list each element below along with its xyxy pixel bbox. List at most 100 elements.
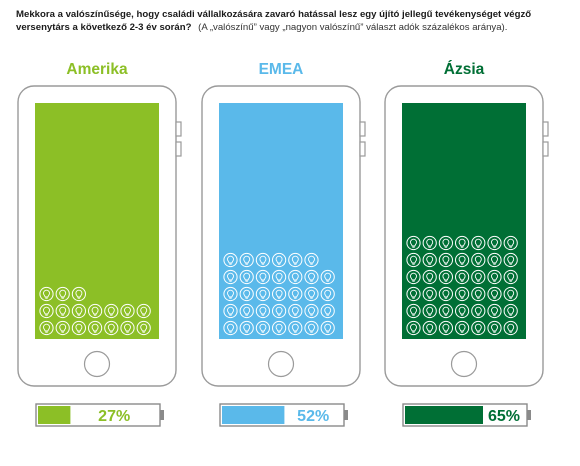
lightbulb-icon <box>88 320 103 336</box>
lightbulb-icon <box>320 269 335 285</box>
lightbulb-icon <box>71 320 87 336</box>
chart-title: Mekkora a valószínűsége, hogy családi vá… <box>16 9 532 33</box>
battery-azsia: 65% <box>402 403 531 427</box>
lightbulb-icon <box>255 303 270 319</box>
lightbulb-icon <box>304 303 319 319</box>
phone-home-button <box>450 350 478 378</box>
lightbulb-icon <box>239 303 254 319</box>
lightbulb-icon <box>239 269 254 285</box>
value-label-azsia: 65% <box>488 408 520 425</box>
lightbulb-icon <box>487 235 502 251</box>
phone-side-button <box>542 121 549 137</box>
phone-home-button <box>267 350 295 378</box>
lightbulb-icon <box>487 252 502 268</box>
lightbulb-icon <box>422 303 437 319</box>
lightbulb-icon <box>288 320 303 336</box>
lightbulb-icon <box>406 303 421 319</box>
lightbulb-icon <box>255 286 270 302</box>
icon-grid-amerika <box>39 286 151 336</box>
lightbulb-icon <box>471 320 486 336</box>
category-label-azsia: Ázsia <box>444 61 485 78</box>
lightbulb-icon <box>288 252 303 268</box>
lightbulb-icon <box>55 303 70 319</box>
lightbulb-icon <box>487 286 502 302</box>
phone-home-button <box>83 350 111 378</box>
lightbulb-icon <box>304 286 319 302</box>
lightbulb-icon <box>422 320 437 336</box>
lightbulb-icon <box>406 269 421 285</box>
lightbulb-icon <box>320 320 335 336</box>
lightbulb-icon <box>223 320 238 336</box>
category-label-emea: EMEA <box>259 61 304 78</box>
lightbulb-icon <box>272 320 287 336</box>
lightbulb-icon <box>120 320 135 336</box>
lightbulb-icon <box>255 320 270 336</box>
phone-side-button <box>359 121 366 137</box>
lightbulb-icon <box>304 320 319 336</box>
chart-subtitle: (A „valószínű” vagy „nagyon valószínű” v… <box>198 21 508 33</box>
lightbulb-icon <box>136 303 151 319</box>
lightbulb-icon <box>487 320 502 336</box>
value-bar-emea <box>219 103 343 339</box>
battery-terminal <box>527 410 531 420</box>
icon-grid-azsia <box>406 235 518 336</box>
battery-terminal <box>160 410 164 420</box>
lightbulb-icon <box>471 286 486 302</box>
lightbulb-icon <box>71 286 87 302</box>
panel-azsia: Ázsia 65% <box>384 61 549 427</box>
phone-side-button <box>175 141 182 157</box>
lightbulb-icon <box>503 320 518 336</box>
lightbulb-icon <box>406 320 421 336</box>
lightbulb-icon <box>88 303 103 319</box>
lightbulb-icon <box>39 320 54 336</box>
lightbulb-icon <box>320 286 335 302</box>
battery-fill-amerika <box>38 406 71 424</box>
battery-amerika: 27% <box>35 403 164 427</box>
value-label-amerika: 27% <box>98 408 130 425</box>
category-label-amerika: Amerika <box>66 61 128 78</box>
lightbulb-icon <box>223 252 238 268</box>
lightbulb-icon <box>406 235 421 251</box>
lightbulb-icon <box>455 286 470 302</box>
lightbulb-icon <box>120 303 135 319</box>
battery-emea: 52% <box>219 403 348 427</box>
lightbulb-icon <box>438 320 453 336</box>
lightbulb-icon <box>239 320 254 336</box>
lightbulb-icon <box>471 303 486 319</box>
battery-fill-azsia <box>405 406 483 424</box>
lightbulb-icon <box>223 303 238 319</box>
panel-emea: EMEA 52% <box>201 61 366 427</box>
phone-side-button <box>175 121 182 137</box>
icon-grid-emea <box>223 252 335 336</box>
lightbulb-icon <box>272 286 287 302</box>
lightbulb-icon <box>272 269 287 285</box>
lightbulb-icon <box>455 252 470 268</box>
lightbulb-icon <box>39 303 54 319</box>
phone-side-button <box>542 141 549 157</box>
lightbulb-icon <box>503 252 518 268</box>
value-bar-azsia <box>402 103 526 339</box>
lightbulb-icon <box>239 286 254 302</box>
lightbulb-icon <box>223 269 238 285</box>
lightbulb-icon <box>503 269 518 285</box>
lightbulb-icon <box>406 286 421 302</box>
lightbulb-icon <box>55 320 70 336</box>
lightbulb-icon <box>71 303 87 319</box>
lightbulb-icon <box>272 303 287 319</box>
panel-amerika: Amerika 27% <box>17 61 182 427</box>
chart-header: Mekkora a valószínűsége, hogy családi vá… <box>16 9 564 34</box>
lightbulb-icon <box>422 269 437 285</box>
lightbulb-icon <box>422 252 437 268</box>
lightbulb-icon <box>288 286 303 302</box>
lightbulb-icon <box>288 269 303 285</box>
lightbulb-icon <box>503 286 518 302</box>
value-label-emea: 52% <box>297 408 329 425</box>
lightbulb-icon <box>438 252 453 268</box>
lightbulb-icon <box>455 269 470 285</box>
lightbulb-icon <box>487 303 502 319</box>
lightbulb-icon <box>438 269 453 285</box>
value-bar-amerika <box>35 103 159 339</box>
lightbulb-icon <box>438 286 453 302</box>
lightbulb-icon <box>255 269 270 285</box>
